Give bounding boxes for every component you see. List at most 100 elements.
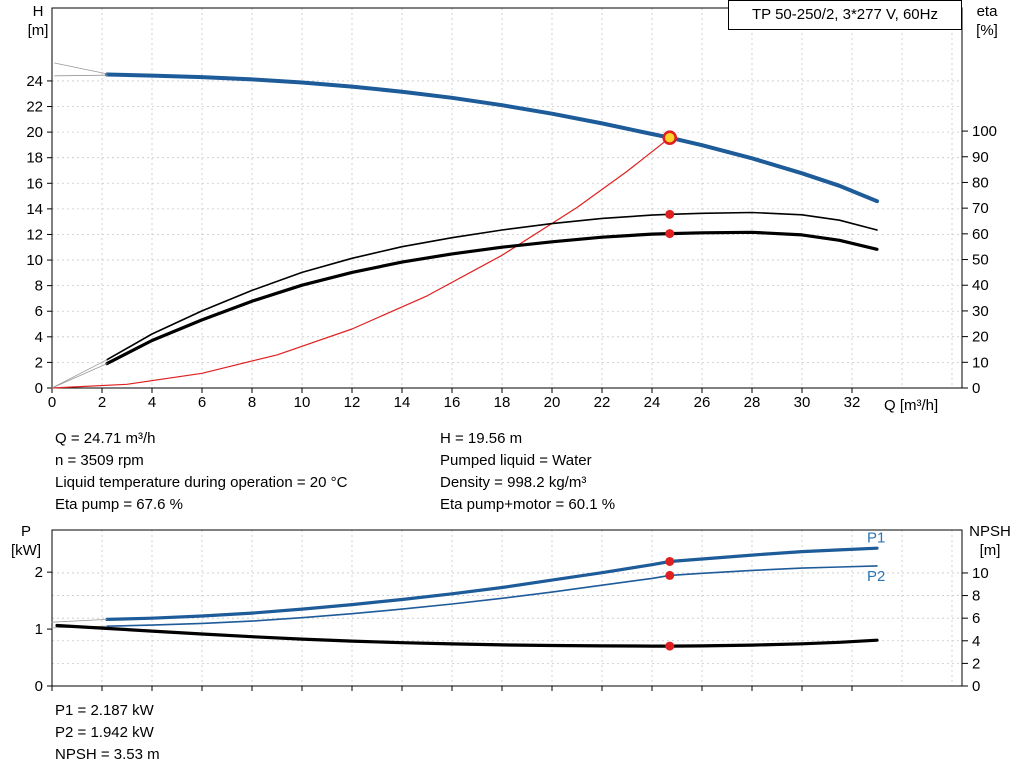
qh-eta-chart-yright-tick-label: 50 [972,252,989,269]
qh-eta-chart-x-tick-label: 28 [744,394,761,411]
qh-eta-chart-yleft-tick-label: 2 [35,354,43,371]
eta-pump-motor-connector [51,363,108,389]
qh-eta-chart-x-tick-label: 30 [794,394,811,411]
eta-pump-motor-curve [105,230,879,366]
qh-eta-chart-yleft-tick-label: 16 [26,175,43,192]
p1-curve-label: P1 [867,530,885,547]
pump-head-curve [105,72,879,204]
duty-point [662,130,678,146]
p1-connector [51,619,108,623]
power-npsh-chart-yright-tick-label: 8 [972,588,980,605]
qh-eta-chart-yright-tick-label: 60 [972,226,989,243]
p2-duty-dot [665,570,675,580]
info-density: Density = 998.2 kg/m³ [440,474,587,491]
qh-eta-chart-x-tick-label: 18 [494,394,511,411]
head-tolerance-upper [54,62,108,75]
operating-data-right-column: H = 19.56 m Pumped liquid = Water Densit… [440,428,615,516]
qh-eta-chart-grid [52,8,962,388]
qh-eta-chart-yright-tick-label: 90 [972,149,989,166]
qh-eta-chart-yleft-tick-label: 6 [35,303,43,320]
qh-eta-chart-x-tick-label: 14 [394,394,411,411]
info-liquid-temperature: Liquid temperature during operation = 20… [55,474,348,491]
qh-eta-chart-x-tick-label: 24 [644,394,661,411]
qh-eta-chart-frame [51,7,963,389]
npsh-duty-dot [665,641,675,651]
qh-eta-chart-yright-tick-label: 80 [972,174,989,191]
qh-eta-chart-yright-tick-label: 100 [972,123,997,140]
qh-eta-chart-yleft-tick-label: 8 [35,278,43,295]
eta-axis-label-line1: eta [976,3,998,20]
qh-eta-chart: 0246810121416182022240102030405060708090… [26,7,997,411]
chart-title-box: TP 50-250/2, 3*277 V, 60Hz [728,0,962,30]
p-axis-label-line1: P [20,523,31,540]
qh-eta-chart-x-tick-label: 16 [444,394,461,411]
power-npsh-chart-frame [51,529,963,687]
eta-axis-label-line2: [%] [976,22,998,39]
npsh-axis-label: NPSH [m] [962,522,1018,560]
qh-eta-chart-yright-tick-label: 40 [972,277,989,294]
qh-eta-chart-yleft-tick-label: 22 [26,99,43,116]
qh-eta-chart-x-tick-label: 2 [98,394,106,411]
qh-eta-chart-yleft-tick-label: 12 [26,226,43,243]
info-speed: n = 3509 rpm [55,452,144,469]
power-npsh-chart-yright-tick-label: 2 [972,655,980,672]
qh-eta-chart-yleft-tick-label: 18 [26,150,43,167]
power-npsh-chart-yleft-tick-label: 1 [35,621,43,638]
qh-eta-chart-yleft-tick-label: 10 [26,252,43,269]
power-npsh-chart-yleft-tick-label: 0 [35,678,43,695]
qh-eta-chart-yleft-tick-label: 4 [35,329,43,346]
p-axis-label: P [kW] [6,522,46,560]
eta-axis-label: eta [%] [966,2,1008,40]
qh-eta-chart-x-tick-label: 4 [148,394,156,411]
eta-pump-connector [51,359,108,389]
q-axis-label: Q [m³/h] [884,397,939,414]
qh-eta-chart-yright-tick-label: 70 [972,200,989,217]
power-npsh-chart-yright-tick-label: 10 [972,565,989,582]
qh-eta-chart-yright-tick-label: 30 [972,303,989,320]
power-npsh-chart-yright-tick-label: 6 [972,610,980,627]
p1-duty-dot [665,556,675,566]
eta-pump-motor-duty-dot [665,229,675,239]
qh-eta-chart-x-tick-label: 26 [694,394,711,411]
eta-pump-curve [106,211,878,361]
system-curve [51,137,671,389]
power-npsh-chart-ticks: 0 1 2 0 2 4 6 8 10 [35,564,989,695]
qh-eta-chart-yleft-tick-label: 20 [26,124,43,141]
h-axis-label-line2: [m] [27,22,49,39]
footer-values: P1 = 2.187 kW P2 = 1.942 kW NPSH = 3.53 … [55,700,160,766]
p1-curve [105,546,879,622]
qh-eta-chart-yleft-tick-label: 0 [35,380,43,397]
qh-eta-chart-ticks: 0246810121416182022240102030405060708090… [26,73,997,411]
qh-eta-chart-yright-tick-label: 20 [972,329,989,346]
h-axis-label-line1: H [32,3,44,20]
power-npsh-chart-yright-tick-label: 4 [972,633,980,650]
footer-p2: P2 = 1.942 kW [55,724,154,741]
qh-eta-chart-x-tick-label: 0 [48,394,56,411]
qh-eta-chart-x-tick-label: 8 [248,394,256,411]
qh-eta-chart-x-tick-label: 20 [544,394,561,411]
npsh-axis-label-line2: [m] [979,542,1001,559]
head-tolerance-lower [54,74,108,77]
qh-eta-chart-yright-tick-label: 10 [972,354,989,371]
footer-npsh: NPSH = 3.53 m [55,746,160,763]
eta-pump-duty-dot [665,209,675,219]
h-axis-label: H [m] [22,2,54,40]
qh-eta-chart-yright-tick-label: 0 [972,380,980,397]
qh-eta-chart-x-tick-label: 12 [344,394,361,411]
power-npsh-chart-yright-tick-label: 0 [972,678,980,695]
info-h: H = 19.56 m [440,430,523,447]
info-eta-pump-motor: Eta pump+motor = 60.1 % [440,496,616,513]
info-pumped-liquid: Pumped liquid = Water [440,452,592,469]
info-eta-pump: Eta pump = 67.6 % [55,496,183,513]
qh-eta-chart-x-tick-label: 6 [198,394,206,411]
p-axis-label-line2: [kW] [11,542,41,559]
p2-curve [106,565,878,628]
footer-p1: P1 = 2.187 kW [55,702,154,719]
p2-curve-label: P2 [867,568,885,585]
info-q: Q = 24.71 m³/h [55,430,156,447]
power-npsh-chart: 0 1 2 0 2 4 6 8 10 P1 P2 [35,529,989,695]
qh-eta-chart-yleft-tick-label: 24 [26,73,43,90]
power-npsh-chart-grid [52,530,962,686]
